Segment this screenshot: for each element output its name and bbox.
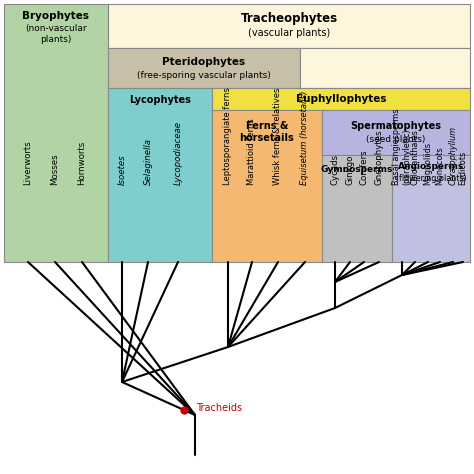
Text: Tracheophytes: Tracheophytes	[240, 11, 337, 25]
Text: Marattioid ferns: Marattioid ferns	[247, 118, 256, 185]
Bar	[108, 4, 470, 48]
Text: (flowering plants): (flowering plants)	[396, 173, 466, 182]
Bar	[300, 48, 470, 88]
Text: Hornworts: Hornworts	[78, 141, 86, 185]
Bar	[108, 48, 300, 88]
Text: Conifers: Conifers	[359, 149, 368, 185]
Bar	[392, 155, 470, 262]
Bar	[322, 110, 470, 155]
Text: Gnetophytes: Gnetophytes	[374, 129, 383, 185]
Text: Leptosporangiate ferns: Leptosporangiate ferns	[224, 87, 233, 185]
Text: (free-sporing vascular plants): (free-sporing vascular plants)	[137, 71, 271, 80]
Text: Ginkgo: Ginkgo	[346, 155, 355, 185]
Text: Whisk ferns & relatives: Whisk ferns & relatives	[273, 88, 283, 185]
Text: Tracheids: Tracheids	[196, 403, 242, 413]
Text: (seed plants): (seed plants)	[366, 135, 426, 144]
Text: Angiosperms: Angiosperms	[398, 162, 464, 171]
Text: Basal angiosperms
(paraphyletic): Basal angiosperms (paraphyletic)	[392, 109, 412, 185]
Bar	[4, 4, 108, 262]
Text: Monocots: Monocots	[436, 146, 445, 185]
Text: Ceratophyllum: Ceratophyllum	[448, 126, 457, 185]
Text: Isoetes: Isoetes	[118, 155, 127, 185]
Text: Selaginella: Selaginella	[144, 138, 153, 185]
Bar	[108, 88, 212, 262]
Text: Mosses: Mosses	[51, 154, 60, 185]
Text: Magnoliids: Magnoliids	[423, 142, 432, 185]
Text: Pteridophytes: Pteridophytes	[163, 57, 246, 67]
Text: Spermatophytes: Spermatophytes	[350, 121, 441, 131]
Text: Lycophytes: Lycophytes	[129, 95, 191, 105]
Text: Liverworts: Liverworts	[24, 140, 33, 185]
Bar	[322, 155, 392, 262]
Text: (vascular plants): (vascular plants)	[248, 28, 330, 38]
Text: plants): plants)	[40, 35, 72, 44]
Text: horsetails: horsetails	[240, 133, 294, 143]
Bar	[212, 110, 322, 262]
Text: (non-vascular: (non-vascular	[25, 24, 87, 33]
Text: Euphyllophytes: Euphyllophytes	[296, 94, 386, 104]
Text: Cycads: Cycads	[330, 154, 339, 185]
Text: Gymnosperms: Gymnosperms	[321, 164, 393, 173]
Text: Chloranthales: Chloranthales	[410, 129, 419, 185]
Text: Bryophytes: Bryophytes	[22, 11, 90, 21]
Text: Equisetum (horsetails): Equisetum (horsetails)	[301, 91, 310, 185]
Text: Ferns &: Ferns &	[246, 121, 288, 131]
Text: Eudicots: Eudicots	[458, 151, 467, 185]
Bar	[212, 88, 470, 110]
Text: Lycopodiaceae: Lycopodiaceae	[173, 121, 182, 185]
